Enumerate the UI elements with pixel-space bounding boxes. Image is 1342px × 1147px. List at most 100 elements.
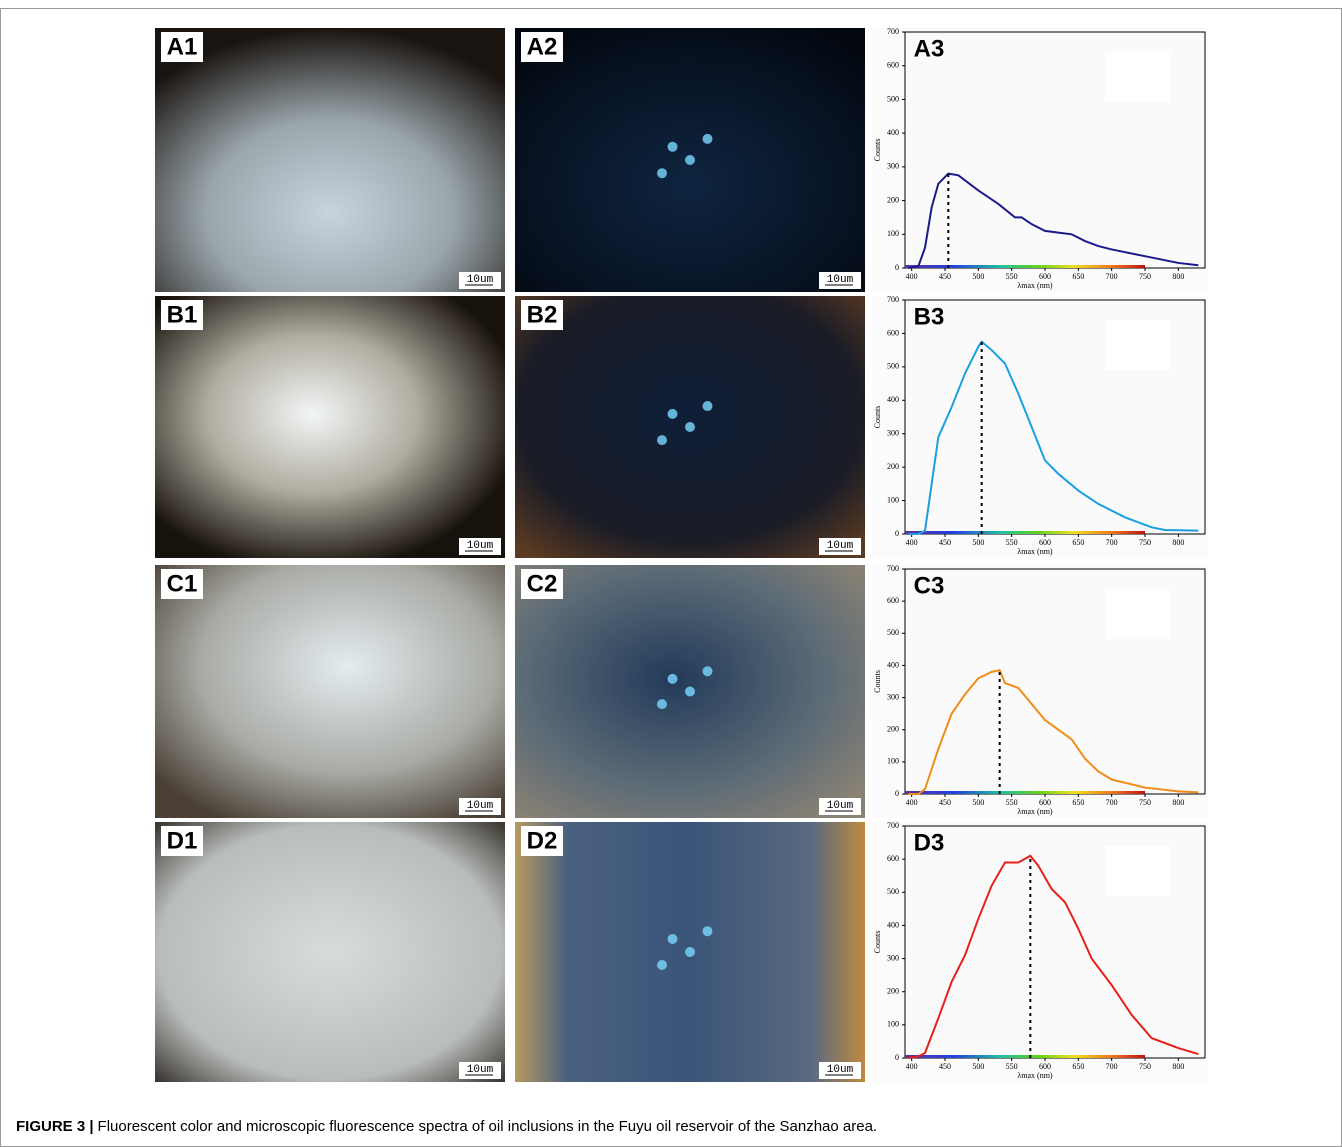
x-tick-label: 450 (939, 272, 951, 281)
y-tick-label: 0 (895, 1053, 899, 1062)
y-tick-label: 200 (887, 195, 899, 204)
y-tick-label: 200 (887, 987, 899, 996)
y-tick-label: 600 (887, 596, 899, 605)
legend-blank (1105, 589, 1170, 639)
x-tick-label: 450 (939, 538, 951, 547)
fluorescent-spot (668, 409, 678, 419)
y-tick-label: 500 (887, 94, 899, 103)
y-tick-label: 400 (887, 660, 899, 669)
y-tick-label: 300 (887, 429, 899, 438)
scale-bar-label: 10um (467, 274, 494, 286)
y-tick-label: 0 (895, 263, 899, 272)
y-tick-label: 600 (887, 328, 899, 337)
y-tick-label: 700 (887, 564, 899, 573)
fluorescent-spot (685, 155, 695, 165)
figure: FIGURE 3 |Fluorescent color and microsco… (0, 0, 1342, 1147)
y-tick-label: 500 (887, 362, 899, 371)
legend-blank (1105, 320, 1170, 370)
x-tick-label: 800 (1172, 798, 1184, 807)
x-tick-label: 700 (1106, 798, 1118, 807)
x-tick-label: 550 (1006, 798, 1018, 807)
panel-label: A2 (527, 33, 558, 60)
scale-bar-label: 10um (827, 274, 854, 286)
y-tick-label: 600 (887, 854, 899, 863)
x-tick-label: 600 (1039, 798, 1051, 807)
x-tick-label: 550 (1006, 272, 1018, 281)
x-tick-label: 700 (1106, 272, 1118, 281)
y-tick-label: 700 (887, 821, 899, 830)
x-tick-label: 800 (1172, 538, 1184, 547)
y-tick-label: 100 (887, 495, 899, 504)
y-tick-label: 300 (887, 953, 899, 962)
x-tick-label: 600 (1039, 1062, 1051, 1071)
x-tick-label: 700 (1106, 1062, 1118, 1071)
spectrum-bar (905, 791, 1145, 794)
fluorescent-spot (703, 134, 713, 144)
y-tick-label: 500 (887, 628, 899, 637)
fluorescent-spot (657, 699, 667, 709)
y-tick-label: 300 (887, 162, 899, 171)
chart-title: C3 (914, 572, 945, 599)
y-tick-label: 700 (887, 27, 899, 36)
y-tick-label: 500 (887, 887, 899, 896)
fluorescent-spot (657, 168, 667, 178)
caption-text: Fluorescent color and microscopic fluore… (98, 1118, 878, 1135)
panel-label: C2 (527, 570, 558, 597)
x-tick-label: 600 (1039, 538, 1051, 547)
fluorescent-spot (668, 142, 678, 152)
x-tick-label: 750 (1139, 798, 1151, 807)
y-axis-label: Counts (873, 931, 882, 954)
x-tick-label: 500 (972, 1062, 984, 1071)
x-tick-label: 500 (972, 272, 984, 281)
x-tick-label: 750 (1139, 1062, 1151, 1071)
x-tick-label: 500 (972, 798, 984, 807)
panel-label: B1 (167, 301, 198, 328)
scale-bar-label: 10um (467, 540, 494, 552)
y-tick-label: 100 (887, 229, 899, 238)
x-tick-label: 750 (1139, 538, 1151, 547)
y-tick-label: 400 (887, 128, 899, 137)
x-axis-label: λmax (nm) (1017, 1071, 1053, 1080)
x-tick-label: 400 (906, 538, 918, 547)
fluorescent-spot (703, 401, 713, 411)
fluorescent-spot (657, 960, 667, 970)
y-axis-label: Counts (873, 670, 882, 693)
micrograph (155, 296, 505, 558)
fluorescent-spot (703, 926, 713, 936)
panel-label: D2 (527, 827, 558, 854)
x-tick-label: 800 (1172, 272, 1184, 281)
chart-title: D3 (914, 829, 945, 856)
micrograph (155, 565, 505, 818)
x-tick-label: 550 (1006, 538, 1018, 547)
fluorescent-spot (685, 687, 695, 697)
x-tick-label: 650 (1072, 538, 1084, 547)
y-tick-label: 600 (887, 61, 899, 70)
scale-bar-label: 10um (827, 540, 854, 552)
spectrum-bar (905, 531, 1145, 534)
legend-blank (1105, 52, 1170, 102)
panel-label: A1 (167, 33, 198, 60)
x-axis-label: λmax (nm) (1017, 547, 1053, 556)
x-tick-label: 700 (1106, 538, 1118, 547)
fluorescent-spot (703, 666, 713, 676)
scale-bar-label: 10um (467, 1064, 494, 1076)
y-tick-label: 400 (887, 920, 899, 929)
x-tick-label: 450 (939, 1062, 951, 1071)
y-axis-label: Counts (873, 406, 882, 429)
caption: FIGURE 3 |Fluorescent color and microsco… (16, 1118, 877, 1135)
x-tick-label: 600 (1039, 272, 1051, 281)
y-tick-label: 200 (887, 462, 899, 471)
y-tick-label: 400 (887, 395, 899, 404)
legend-blank (1105, 846, 1170, 896)
panel-label: C1 (167, 570, 198, 597)
fluorescent-spot (685, 947, 695, 957)
chart-title: B3 (914, 303, 945, 330)
x-tick-label: 550 (1006, 1062, 1018, 1071)
y-tick-label: 0 (895, 529, 899, 538)
x-tick-label: 750 (1139, 272, 1151, 281)
y-tick-label: 100 (887, 1020, 899, 1029)
x-tick-label: 500 (972, 538, 984, 547)
fluorescent-spot (668, 934, 678, 944)
scale-bar-label: 10um (827, 1064, 854, 1076)
fluorescent-spot (685, 422, 695, 432)
